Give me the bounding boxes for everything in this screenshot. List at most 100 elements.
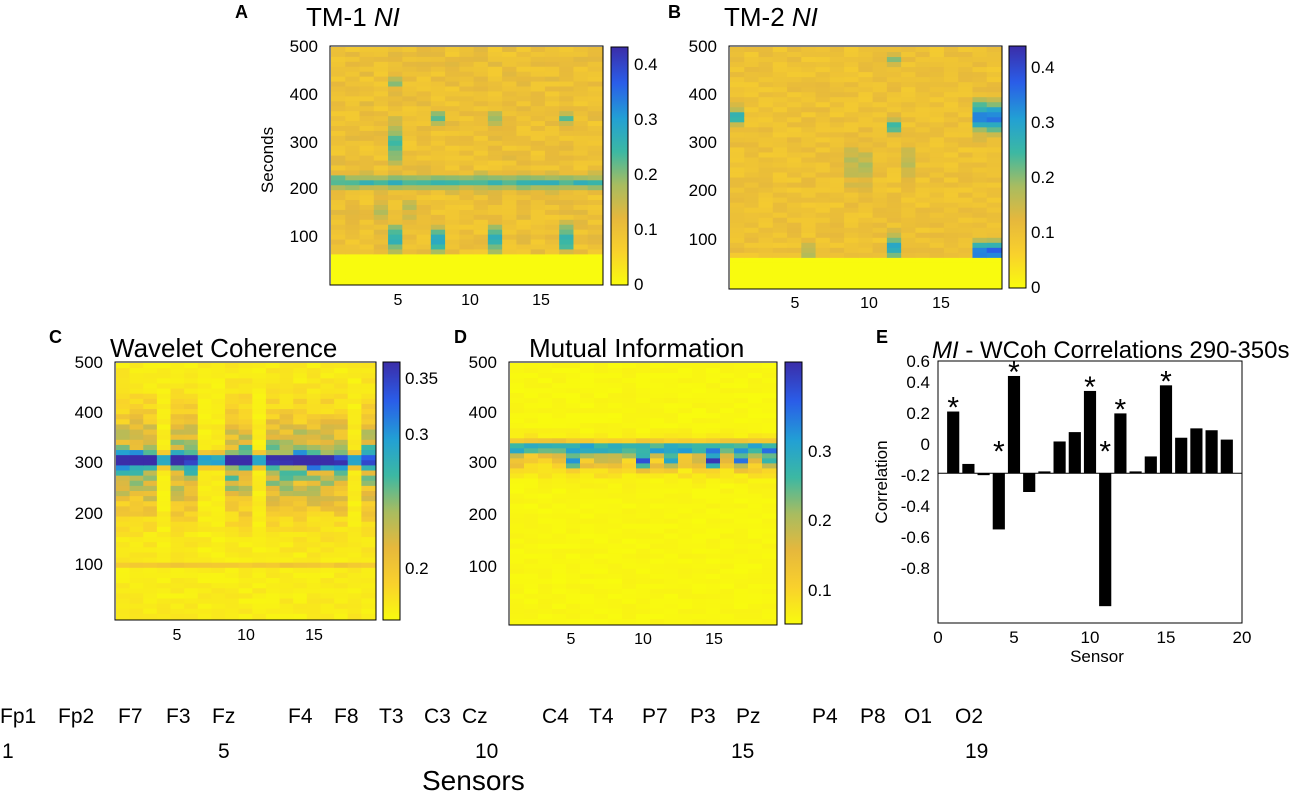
heatmap-cell [622, 563, 637, 570]
heatmap-cell [388, 116, 403, 122]
heatmap-cell [293, 516, 308, 523]
heatmap-cell [345, 175, 361, 181]
heatmap-cell [516, 224, 532, 231]
heatmap-cell [345, 86, 361, 93]
heatmap-cell [502, 160, 518, 167]
heatmap-cell [886, 112, 902, 118]
heatmap-cell [772, 77, 788, 83]
heatmap-cell [238, 368, 253, 374]
heatmap-cell [524, 503, 539, 510]
heatmap-cell [552, 433, 567, 439]
heatmap-cell [170, 424, 185, 431]
heatmap-cell [915, 102, 931, 108]
heatmap-cell [608, 578, 623, 585]
heatmap-cell [566, 523, 581, 530]
heatmap-cell [748, 523, 763, 530]
heatmap-cell [566, 563, 581, 570]
heatmap-cell [116, 455, 131, 461]
heatmap-cell [972, 97, 988, 103]
heatmap-cell [238, 531, 253, 538]
heatmap-cell [552, 403, 567, 409]
heatmap-cell [402, 51, 418, 58]
heatmap-cell [306, 598, 322, 605]
heatmap-cell [265, 578, 281, 584]
sensor-name: Fp2 [58, 705, 95, 728]
heatmap-cell [858, 152, 874, 159]
heatmap-cell [516, 254, 532, 260]
heatmap-cell [734, 598, 749, 605]
heatmap-cell [530, 61, 546, 68]
heatmap-cell [225, 516, 240, 523]
heatmap-cell [211, 465, 226, 472]
heatmap-cell [929, 157, 945, 164]
heatmap-cell [279, 567, 294, 574]
heatmap-cell [538, 393, 553, 399]
heatmap-cell [678, 393, 693, 399]
heatmap-cell [279, 373, 294, 379]
heatmap-cell [559, 101, 575, 107]
heatmap-cell [373, 229, 389, 236]
heatmap-cell [972, 152, 988, 159]
heatmap-cell [829, 147, 845, 154]
heatmap-cell [345, 229, 361, 236]
heatmap-cell [211, 583, 226, 589]
heatmap-cell [587, 234, 603, 241]
heatmap-cell [748, 568, 763, 575]
heatmap-cell [359, 126, 375, 132]
heatmap-cell [622, 488, 637, 495]
heatmap-cell [279, 414, 294, 420]
heatmap-cell [943, 127, 959, 133]
heatmap-cell [359, 239, 375, 246]
heatmap-cell [958, 247, 974, 254]
heatmap-cell [692, 568, 707, 575]
heatmap-cell [872, 237, 888, 244]
heatmap-cell [664, 448, 679, 454]
heatmap-cell [929, 92, 945, 98]
heatmap-cell [516, 205, 532, 211]
heatmap-cell [225, 363, 240, 369]
heatmap-cell [225, 455, 240, 461]
heatmap-cell [487, 56, 503, 63]
heatmap-cell [608, 538, 623, 545]
heatmap-cell [734, 618, 749, 625]
heatmap-cell [116, 521, 131, 528]
heatmap-cell [958, 47, 974, 53]
heatmap-cell [510, 583, 525, 590]
heatmap-cell [915, 222, 931, 229]
heatmap-cell [238, 470, 253, 477]
heatmap-cell [361, 378, 376, 385]
heatmap-cell [566, 433, 581, 439]
heatmap-cell [706, 408, 721, 414]
heatmap-cell [293, 460, 308, 466]
heatmap-cell [622, 443, 637, 449]
heatmap-cell [502, 185, 518, 191]
heatmap-cell [815, 67, 831, 73]
heatmap-cell [958, 257, 974, 264]
heatmap-cell [170, 578, 185, 584]
heatmap-cell [445, 135, 460, 142]
heatmap-cell [559, 116, 575, 122]
heatmap-cell [238, 460, 253, 466]
heatmap-cell [552, 583, 567, 590]
heatmap-cell [334, 608, 349, 615]
heatmap-cell [538, 533, 553, 540]
heatmap-cell [516, 61, 532, 68]
heatmap-cell [473, 239, 489, 246]
heatmap-cell [552, 568, 567, 575]
heatmap-cell [184, 547, 199, 554]
heatmap-cell [388, 170, 403, 176]
heatmap-cell [320, 388, 335, 395]
heatmap-cell [361, 491, 376, 497]
heatmap-cell [402, 274, 418, 280]
heatmap-cell [787, 47, 802, 53]
heatmap-cell [265, 444, 281, 451]
heatmap-cell [972, 157, 988, 164]
heatmap-cell [573, 66, 589, 73]
heatmap-cell [844, 57, 859, 63]
heatmap-cell [730, 97, 745, 103]
heatmap-cell [279, 537, 294, 543]
heatmap-cell [594, 413, 609, 419]
heatmap-cell [116, 424, 131, 431]
heatmap-cell [129, 537, 144, 543]
heatmap-cell [552, 538, 567, 545]
